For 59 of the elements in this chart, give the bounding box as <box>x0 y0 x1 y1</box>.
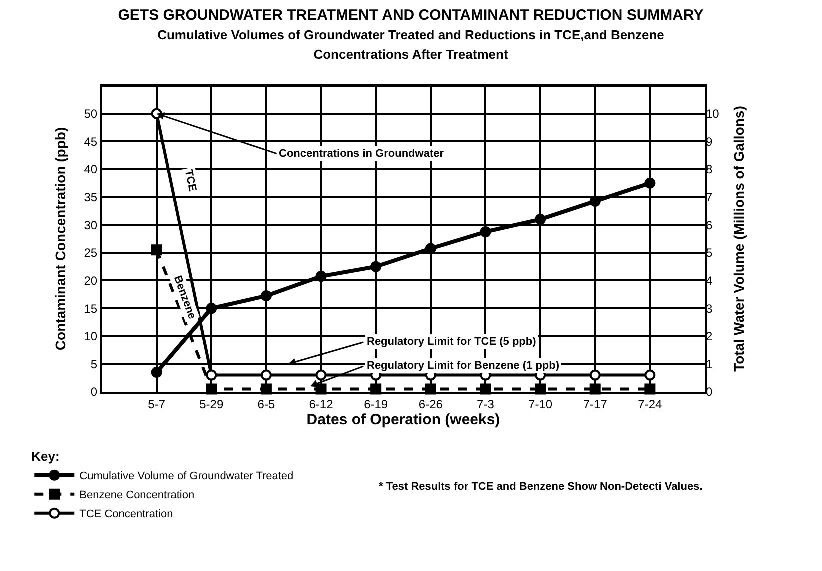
point <box>316 271 327 282</box>
legend-label: Cumulative Volume of Groundwater Treated <box>80 470 294 483</box>
point <box>480 226 492 238</box>
chart-title: GETS GROUNDWATER TREATMENT AND CONTAMINANT REDUCTION SUMMARY <box>118 6 704 24</box>
point <box>151 244 162 256</box>
y-tick-label: 40 <box>84 162 98 177</box>
x-tick-label: 6-12 <box>309 397 334 412</box>
y2-tick-label: 3 <box>706 302 713 316</box>
point <box>206 370 218 381</box>
x-tick-label: 6-26 <box>418 397 444 412</box>
legend-title: Key: <box>32 448 60 464</box>
point <box>644 370 656 381</box>
y-tick-label: 20 <box>84 274 98 288</box>
annotation: TCE <box>182 168 199 193</box>
y-tick-label: 45 <box>84 134 98 149</box>
text: * Test Results for TCE and Benzene Show Non-Detecti Values. <box>379 481 703 493</box>
y2-tick-label: 10 <box>706 107 720 122</box>
y2-tick-label: 9 <box>706 134 713 149</box>
y-tick-label: 35 <box>84 190 98 204</box>
y-tick-label: 50 <box>84 107 98 122</box>
y-axis-title: Contaminant Concentration (ppb) <box>52 127 68 351</box>
legend-label: Benzene Concentration <box>80 490 195 502</box>
x-tick-label: 5-29 <box>200 397 224 412</box>
y-tick-label: 5 <box>90 357 98 372</box>
y-tick-label: 30 <box>84 218 98 232</box>
annotation: Concentrations in Groundwater <box>279 148 445 160</box>
x-tick-label: 5-7 <box>148 397 166 412</box>
y-tick-label: 25 <box>84 246 98 260</box>
chart-subtitle: Cumulative Volumes of Groundwater Treated and Reductions in TCE,and Benzene Concentrations After Treatment <box>158 27 664 62</box>
point <box>206 303 218 314</box>
y-tick-label: 15 <box>84 302 98 316</box>
x-tick-label: 6-5 <box>258 397 276 412</box>
point <box>370 261 382 272</box>
point <box>316 370 327 381</box>
point <box>260 370 272 381</box>
y2-axis-title: Total Water Volume (Millions of Gallons) <box>730 106 747 372</box>
x-tick-label: 7-24 <box>638 397 663 412</box>
point <box>590 196 601 207</box>
legend-label: TCE Concentration <box>80 508 174 521</box>
y-tick-label: 0 <box>90 385 98 400</box>
y2-tick-label: 7 <box>706 190 713 204</box>
x-tick-label: 6-19 <box>364 397 388 412</box>
annotation: Regulatory Limit for TCE (5 ppb) <box>367 336 537 348</box>
x-tick-label: 7-10 <box>528 397 553 412</box>
annotation: Regulatory Limit for Benzene (1 ppb) <box>367 360 560 372</box>
y2-tick-label: 2 <box>706 330 713 344</box>
y2-tick-label: 5 <box>706 246 713 260</box>
point <box>590 370 601 381</box>
point <box>425 243 436 254</box>
y2-tick-label: 1 <box>706 357 713 372</box>
x-axis-title: Dates of Operation (weeks) <box>306 411 500 428</box>
point <box>260 290 272 302</box>
point <box>535 214 546 226</box>
x-tick-label: 7-3 <box>477 397 495 412</box>
point <box>644 178 656 189</box>
x-tick-label: 7-17 <box>583 397 608 412</box>
y-tick-label: 10 <box>84 330 98 344</box>
y2-tick-label: 4 <box>706 274 713 288</box>
point <box>151 367 162 378</box>
